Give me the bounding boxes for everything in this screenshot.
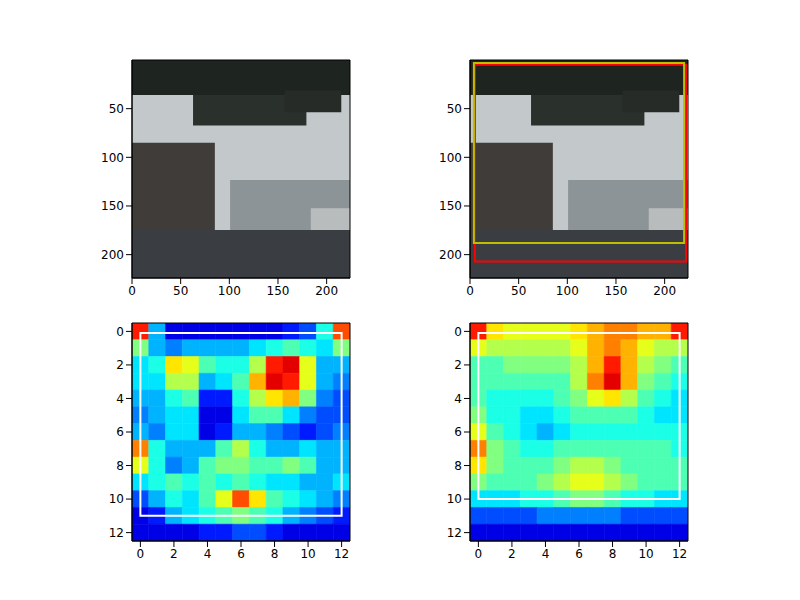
svg-text:150: 150 [439,199,462,213]
svg-text:200: 200 [101,248,124,262]
svg-text:4: 4 [454,392,462,406]
svg-text:2: 2 [454,358,462,372]
svg-text:12: 12 [334,547,349,561]
svg-text:6: 6 [575,547,583,561]
svg-text:200: 200 [315,284,338,298]
svg-text:50: 50 [447,102,462,116]
svg-text:10: 10 [109,492,124,506]
svg-text:200: 200 [653,284,676,298]
svg-text:0: 0 [454,325,462,339]
svg-text:0: 0 [466,284,474,298]
svg-text:0: 0 [128,284,136,298]
svg-text:12: 12 [109,526,124,540]
svg-text:10: 10 [300,547,315,561]
svg-text:4: 4 [204,547,212,561]
svg-text:0: 0 [116,325,124,339]
svg-text:50: 50 [511,284,526,298]
svg-text:2: 2 [116,358,124,372]
svg-text:6: 6 [454,425,462,439]
svg-text:10: 10 [447,492,462,506]
svg-text:0: 0 [137,547,145,561]
svg-text:8: 8 [609,547,617,561]
svg-text:8: 8 [454,459,462,473]
svg-text:6: 6 [237,547,245,561]
svg-text:100: 100 [101,151,124,165]
svg-text:12: 12 [672,547,687,561]
svg-text:10: 10 [638,547,653,561]
svg-text:100: 100 [439,151,462,165]
svg-text:8: 8 [271,547,279,561]
svg-text:0: 0 [475,547,483,561]
svg-text:150: 150 [267,284,290,298]
svg-text:200: 200 [439,248,462,262]
svg-text:8: 8 [116,459,124,473]
svg-text:6: 6 [116,425,124,439]
svg-text:100: 100 [218,284,241,298]
svg-text:4: 4 [542,547,550,561]
svg-text:150: 150 [101,199,124,213]
svg-text:2: 2 [170,547,178,561]
svg-text:150: 150 [605,284,628,298]
svg-text:50: 50 [173,284,188,298]
svg-text:100: 100 [556,284,579,298]
svg-text:2: 2 [508,547,516,561]
svg-text:50: 50 [109,102,124,116]
svg-text:12: 12 [447,526,462,540]
svg-text:4: 4 [116,392,124,406]
